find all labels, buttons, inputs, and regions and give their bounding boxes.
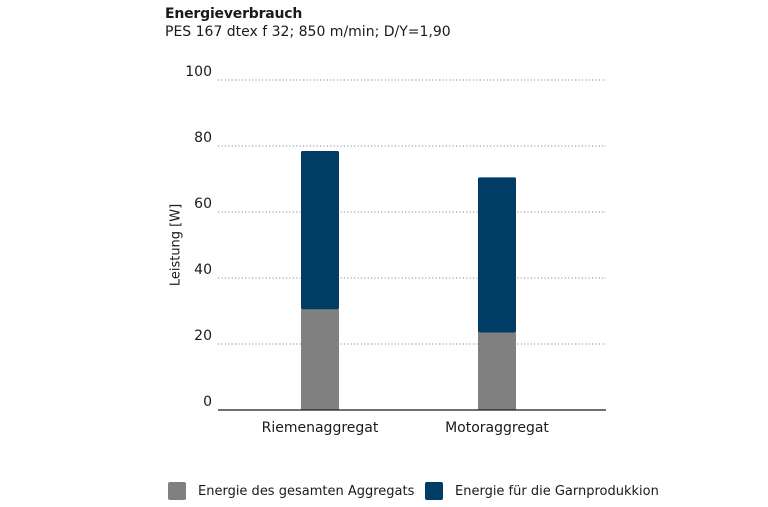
x-category-label-1: Motoraggregat bbox=[445, 420, 549, 436]
chart-subtitle: PES 167 dtex f 32; 850 m/min; D/Y=1,90 bbox=[165, 24, 451, 40]
legend-item-gesamt: Energie des gesamten Aggregats bbox=[168, 481, 414, 501]
y-tick-label-20: 20 bbox=[194, 328, 212, 344]
y-tick-label-100: 100 bbox=[185, 64, 212, 80]
y-tick-label-60: 60 bbox=[194, 196, 212, 212]
y-tick-label-40: 40 bbox=[194, 262, 212, 278]
legend-label-gesamt: Energie des gesamten Aggregats bbox=[198, 483, 415, 499]
bar-gesamt-1 bbox=[478, 332, 516, 410]
legend-label-garn: Energie für die Garnprodukkion bbox=[455, 483, 659, 499]
y-axis-label: Leistung [W] bbox=[169, 204, 184, 286]
y-tick-label-0: 0 bbox=[203, 394, 212, 410]
y-tick-label-80: 80 bbox=[194, 130, 212, 146]
chart-title: Energieverbrauch bbox=[165, 6, 303, 22]
legend-item-garn: Energie für die Garnprodukkion bbox=[425, 481, 659, 501]
bar-garn-1 bbox=[478, 177, 516, 333]
bar-gesamt-0 bbox=[301, 309, 339, 410]
legend-swatch-gray bbox=[168, 482, 186, 500]
x-category-label-0: Riemenaggregat bbox=[262, 420, 379, 436]
bar-garn-0 bbox=[301, 150, 339, 310]
legend-swatch-blue bbox=[425, 482, 443, 500]
